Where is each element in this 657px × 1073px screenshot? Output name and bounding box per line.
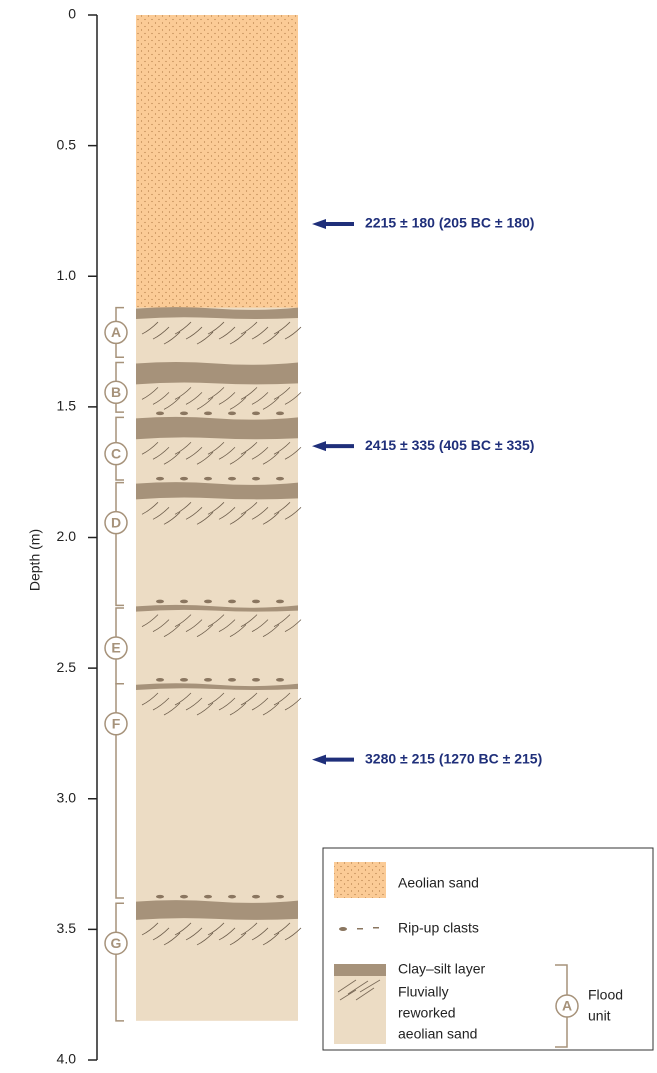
date-arrow bbox=[312, 754, 354, 765]
date-label: 3280 ± 215 (1270 BC ± 215) bbox=[365, 750, 542, 766]
unit-label: D bbox=[111, 514, 121, 530]
tick-label: 2.0 bbox=[57, 528, 77, 544]
clay-layer bbox=[136, 604, 298, 612]
cross-bedding bbox=[141, 441, 302, 465]
rip-up-clast bbox=[276, 476, 284, 481]
rip-up-clast bbox=[252, 894, 260, 899]
unit-bracket bbox=[115, 481, 124, 607]
cross-bedding bbox=[141, 922, 302, 946]
rip-up-clast bbox=[204, 476, 212, 481]
date-arrow bbox=[312, 441, 354, 452]
unit-circle bbox=[104, 441, 128, 466]
rip-up-clast bbox=[156, 476, 164, 481]
legend-text: reworked bbox=[398, 1005, 456, 1021]
date-arrow bbox=[312, 219, 354, 229]
legend-unit-circle bbox=[555, 994, 579, 1018]
cross-bedding bbox=[141, 692, 302, 716]
legend-clay bbox=[334, 964, 386, 976]
rip-up-clast bbox=[252, 476, 260, 481]
rip-up-clast bbox=[180, 599, 188, 604]
clay-layer bbox=[136, 307, 298, 320]
rip-up-clast bbox=[228, 894, 236, 899]
rip-up-clast bbox=[228, 476, 236, 481]
rip-up-clast bbox=[228, 599, 236, 604]
legend-text: Rip-up clasts bbox=[398, 920, 479, 936]
unit-label: F bbox=[112, 716, 121, 732]
rip-up-clast bbox=[252, 599, 260, 604]
clay-layer bbox=[136, 683, 298, 691]
cross-bedding bbox=[141, 387, 302, 410]
rip-up-clast bbox=[156, 599, 164, 604]
rip-up-clast bbox=[156, 894, 164, 899]
date-label: 2415 ± 335 (405 BC ± 335) bbox=[365, 437, 534, 453]
tick-label: 3.5 bbox=[57, 920, 77, 936]
unit-label: G bbox=[111, 935, 122, 951]
unit-label: C bbox=[111, 445, 121, 461]
rip-up-clast bbox=[180, 411, 188, 416]
cross-bedding bbox=[141, 614, 302, 638]
clay-layer bbox=[136, 416, 298, 440]
rip-up-clast bbox=[276, 411, 284, 416]
clay-layer bbox=[136, 900, 298, 920]
rip-up-clast bbox=[276, 894, 284, 899]
unit-circle bbox=[104, 636, 128, 660]
rip-up-clast bbox=[156, 678, 164, 682]
rip-up-clast bbox=[276, 599, 284, 604]
unit-circle bbox=[104, 320, 128, 345]
tick-label: 0.5 bbox=[57, 136, 77, 152]
unit-bracket bbox=[115, 902, 124, 1022]
legend-clasts bbox=[339, 927, 379, 931]
cross-bedding bbox=[141, 321, 302, 345]
rip-up-clast bbox=[180, 678, 188, 682]
rip-up-clast bbox=[204, 599, 212, 604]
rip-up-clast bbox=[204, 678, 212, 682]
rip-up-clast bbox=[252, 678, 260, 682]
rip-up-clast bbox=[156, 411, 164, 416]
unit-circle bbox=[104, 510, 128, 535]
rip-up-clast bbox=[204, 411, 212, 416]
rip-up-clast bbox=[180, 476, 188, 481]
legend-hatch bbox=[337, 979, 381, 1001]
tick-label: 2.5 bbox=[57, 659, 77, 675]
unit-label: B bbox=[111, 384, 121, 400]
rip-up-clast bbox=[180, 894, 188, 899]
rip-up-clast bbox=[252, 411, 260, 416]
rip-up-clast bbox=[228, 678, 236, 682]
legend-unit-symbol: A bbox=[562, 998, 572, 1014]
tick-label: 4.0 bbox=[57, 1051, 77, 1067]
unit-circle bbox=[104, 931, 128, 955]
rip-up-clast bbox=[276, 678, 284, 682]
unit-label: E bbox=[111, 640, 120, 656]
unit-bracket bbox=[115, 683, 124, 899]
clay-layer bbox=[136, 482, 298, 500]
rip-up-clast bbox=[204, 894, 212, 899]
tick-label: 0 bbox=[68, 6, 76, 22]
cross-bedding bbox=[141, 502, 302, 525]
legend-fluvial bbox=[334, 976, 386, 1044]
legend-text: unit bbox=[588, 1008, 611, 1024]
unit-circle bbox=[104, 712, 128, 736]
date-label: 2215 ± 180 (205 BC ± 180) bbox=[365, 215, 534, 231]
legend-text: aeolian sand bbox=[398, 1026, 477, 1042]
tick-label: 1.0 bbox=[57, 267, 77, 283]
tick-label: 3.0 bbox=[57, 789, 77, 805]
clay-layer bbox=[136, 361, 298, 385]
aeolian-sand bbox=[136, 15, 298, 308]
unit-circle bbox=[104, 380, 128, 405]
legend-text: Flood bbox=[588, 987, 623, 1003]
legend-text: Fluvially bbox=[398, 984, 449, 1000]
legend-text: Aeolian sand bbox=[398, 875, 479, 891]
axis-label: Depth (m) bbox=[27, 529, 43, 591]
rip-up-clast bbox=[228, 411, 236, 416]
legend-sand bbox=[334, 862, 386, 898]
legend-text: Clay–silt layer bbox=[398, 961, 485, 977]
tick-label: 1.5 bbox=[57, 398, 77, 414]
unit-label: A bbox=[111, 324, 121, 340]
